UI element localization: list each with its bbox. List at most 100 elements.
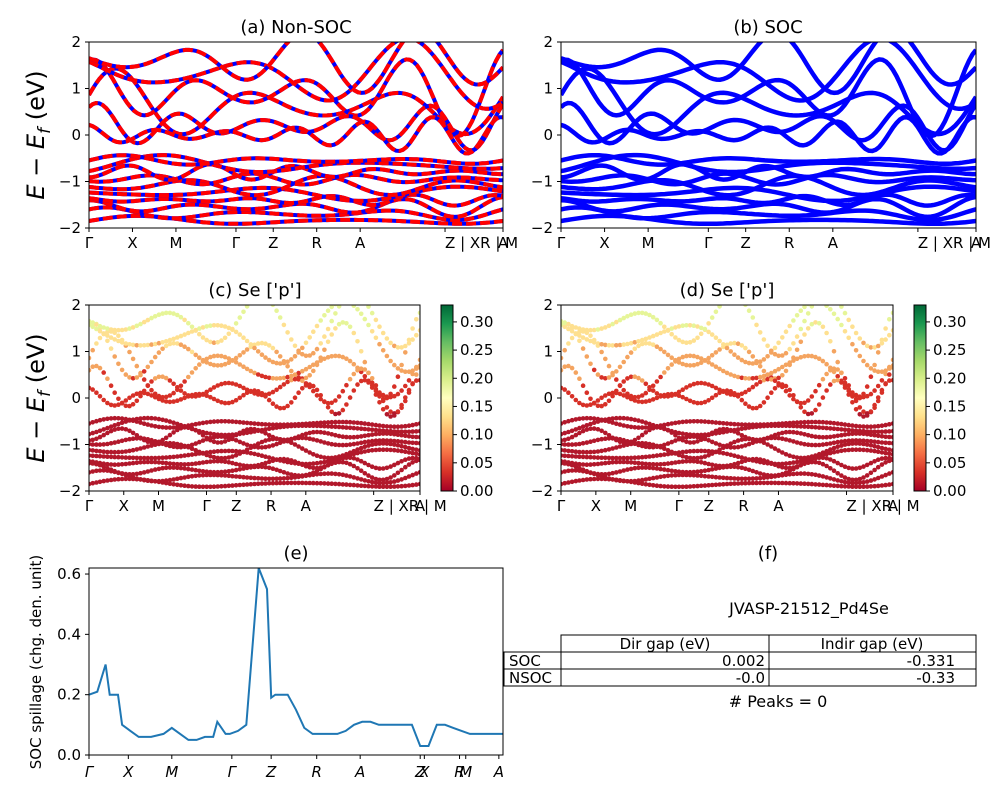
projection-point [369, 376, 375, 381]
projection-point [399, 443, 404, 449]
projection-point [765, 372, 770, 378]
projection-point [647, 461, 652, 467]
projection-point [380, 477, 386, 483]
projection-point [687, 449, 693, 454]
x-tick-label: Γ [202, 497, 211, 515]
projection-point [599, 417, 604, 423]
projection-point [311, 429, 316, 435]
projection-point [241, 482, 246, 488]
projection-point [632, 478, 638, 484]
projection-point [399, 448, 404, 454]
projection-point [189, 474, 195, 479]
projection-point [883, 337, 888, 342]
projection-point [289, 357, 294, 362]
projection-point [728, 462, 733, 468]
projection-point [277, 458, 283, 463]
projection-point [872, 432, 877, 438]
projection-point [248, 443, 254, 449]
projection-point [108, 346, 114, 351]
table-row-nsoc-indir: -0.33 [916, 669, 955, 687]
projection-point [241, 420, 246, 425]
projection-point [182, 475, 187, 480]
projection-point [662, 446, 667, 452]
projection-point [603, 325, 608, 330]
projection-point [384, 424, 390, 429]
projection-point [392, 424, 397, 430]
projection-point [414, 372, 419, 377]
panel-f-title: (f) [758, 543, 778, 564]
projection-point [835, 471, 840, 476]
projection-point [163, 425, 169, 430]
projection-point [90, 420, 95, 425]
projection-point [595, 403, 601, 409]
projection-point [746, 376, 752, 381]
projection-point [739, 455, 745, 460]
projection-point [842, 427, 848, 433]
projection-point [222, 483, 228, 489]
projection-point [322, 313, 327, 318]
projection-point [842, 442, 848, 447]
y-tick-label: −1 [59, 436, 81, 454]
projection-point [887, 440, 892, 446]
projection-point [362, 471, 368, 476]
projection-point [344, 482, 349, 487]
projection-point [362, 444, 368, 450]
projection-point [820, 358, 826, 364]
colorbar-tick-label: 0.30 [460, 313, 493, 331]
projection-point [237, 332, 243, 337]
projection-point [802, 409, 807, 415]
projection-point [281, 422, 287, 428]
projection-point [864, 413, 870, 418]
projection-point [105, 461, 110, 467]
projection-point [215, 449, 220, 454]
projection-point [850, 423, 855, 428]
projection-point [887, 447, 892, 453]
projection-point [702, 448, 708, 454]
projection-point [684, 484, 689, 490]
projection-point [123, 341, 129, 346]
projection-point [108, 477, 114, 483]
projection-point [676, 389, 682, 395]
projection-point [872, 362, 877, 368]
projection-point [211, 353, 217, 359]
band-line-dashed [89, 171, 503, 187]
projection-point [292, 343, 298, 349]
projection-point [798, 471, 804, 476]
projection-point [105, 326, 110, 331]
projection-point [263, 431, 268, 436]
projection-point [322, 455, 327, 460]
projection-point [610, 455, 615, 461]
projection-point [186, 423, 191, 428]
projection-point [138, 343, 143, 348]
projection-point [695, 439, 700, 444]
colorbar-tick-label: 0.25 [933, 341, 966, 359]
projection-point [274, 441, 279, 447]
projection-point [647, 335, 652, 340]
projection-point [569, 442, 575, 447]
projection-point [160, 398, 165, 403]
projection-point [669, 484, 674, 490]
projection-point [573, 432, 579, 438]
projection-point [171, 390, 176, 396]
projection-point [614, 445, 619, 450]
x-tick-label: R [266, 497, 276, 515]
projection-point [384, 476, 390, 482]
projection-point [112, 427, 117, 432]
projection-point [200, 484, 206, 490]
projection-point [798, 308, 804, 314]
projection-point [606, 375, 612, 380]
projection-point [654, 379, 660, 384]
projection-point [724, 388, 730, 393]
projection-point [352, 291, 357, 296]
colorbar-tick-label: 0.15 [460, 397, 493, 415]
projection-point [743, 345, 748, 351]
projection-point [333, 471, 338, 477]
projection-point [772, 473, 778, 478]
projection-point [105, 329, 110, 335]
projection-point [307, 436, 313, 442]
projection-point [676, 420, 682, 425]
projection-point [887, 332, 892, 338]
projection-point [97, 460, 103, 466]
projection-point [127, 403, 132, 409]
projection-point [890, 440, 893, 446]
